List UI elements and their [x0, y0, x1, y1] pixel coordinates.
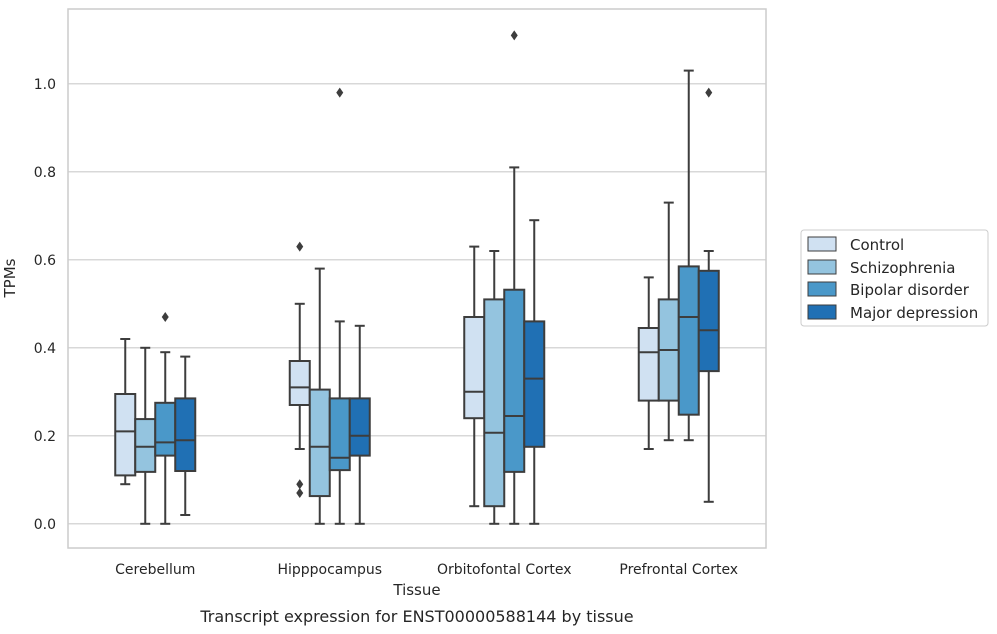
outlier-point — [510, 30, 518, 41]
y-tick-labels: 0.0 0.2 0.4 0.6 0.8 1.0 — [34, 77, 56, 533]
outlier-point — [296, 479, 304, 490]
x-tick-label: Prefrontal Cortex — [619, 562, 738, 578]
plot-area-frame — [67, 8, 767, 549]
box-control-cerebellum — [114, 338, 137, 486]
iqr-box — [308, 388, 331, 498]
iqr-box — [677, 265, 700, 416]
box-bipolar-disorder-hipppocampus — [328, 87, 351, 525]
box-control-orbitofontal-cortex — [463, 245, 486, 508]
box-schizophrenia-prefrontal-cortex — [657, 201, 680, 442]
iqr-box — [483, 298, 506, 508]
box-major-depression-cerebellum — [174, 355, 197, 516]
legend-label-bipolar-disorder: Bipolar disorder — [850, 281, 970, 299]
iqr-box — [348, 397, 371, 457]
x-tick-label: Orbitofontal Cortex — [437, 562, 572, 578]
y-tick-label: 0.6 — [34, 253, 56, 269]
outlier-point — [161, 312, 169, 322]
iqr-box — [134, 418, 157, 473]
boxes — [114, 30, 720, 525]
x-tick-label: Hipppocampus — [277, 562, 382, 578]
box-control-hipppocampus — [288, 241, 311, 498]
x-tick-label: Cerebellum — [115, 562, 195, 578]
iqr-box — [637, 327, 660, 402]
iqr-box — [697, 269, 720, 373]
y-tick-label: 0.4 — [34, 341, 56, 357]
box-control-prefrontal-cortex — [637, 276, 660, 450]
y-tick-label: 0.2 — [34, 429, 56, 445]
legend-swatch-major-depression — [807, 304, 837, 320]
outlier-point — [705, 87, 713, 98]
iqr-box — [523, 320, 546, 448]
box-major-depression-hipppocampus — [348, 324, 371, 525]
iqr-box — [174, 397, 197, 472]
x-tick-labels: Cerebellum Hipppocampus Orbitofontal Corte… — [115, 562, 738, 578]
box-bipolar-disorder-orbitofontal-cortex — [503, 30, 526, 525]
legend-swatch-schizophrenia — [807, 259, 837, 275]
y-tick-label: 1.0 — [34, 77, 56, 93]
iqr-box — [503, 288, 526, 473]
iqr-box — [154, 401, 177, 457]
figure-caption: Transcript expression for ENST0000058814… — [199, 607, 633, 626]
x-axis-title: Tissue — [392, 581, 440, 599]
iqr-box — [114, 393, 137, 477]
outlier-point — [296, 488, 304, 498]
outlier-point — [336, 87, 344, 98]
legend-label-schizophrenia: Schizophrenia — [850, 259, 955, 277]
y-axis-title: TPMs — [1, 258, 19, 298]
box-major-depression-orbitofontal-cortex — [523, 219, 546, 525]
legend-label-major-depression: Major depression — [850, 304, 978, 322]
legend-frame — [800, 229, 989, 327]
legend-swatch-bipolar-disorder — [807, 281, 837, 297]
outlier-point — [296, 241, 304, 252]
iqr-box — [328, 397, 351, 472]
iqr-box — [288, 360, 311, 406]
box-major-depression-prefrontal-cortex — [697, 87, 720, 503]
y-tick-label: 0.8 — [34, 165, 56, 181]
y-tick-label: 0.0 — [34, 517, 56, 533]
iqr-box — [463, 316, 486, 420]
legend-swatch-control — [807, 236, 837, 252]
legend: Control Schizophrenia Bipolar disorder M… — [800, 229, 989, 327]
legend-label-control: Control — [850, 236, 904, 254]
